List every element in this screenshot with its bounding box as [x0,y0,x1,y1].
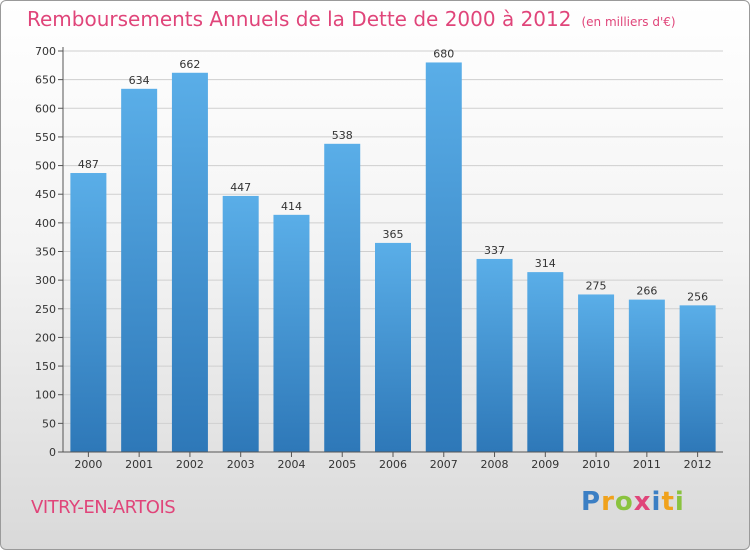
logo-letter: P [581,487,602,517]
bar-2000 [70,173,107,453]
x-tick-label: 2011 [633,458,661,471]
axes: 0 50 100 150 200 250 300 350 400 450 500 550 600 650 7… [35,45,723,471]
x-tick-label: 2012 [684,458,712,471]
x-tick-label: 2002 [176,458,204,471]
data-label: 414 [281,200,302,213]
y-tick-label: 400 [35,217,56,230]
data-label: 634 [129,74,150,87]
data-label: 538 [332,129,353,142]
y-tick-label: 200 [35,331,56,344]
bar-2008 [476,258,513,452]
x-tick-label: 2009 [531,458,559,471]
y-tick-label: 350 [35,246,56,259]
y-tick-label: 600 [35,102,56,115]
x-tick-label: 2007 [430,458,458,471]
x-tick-label: 2010 [582,458,610,471]
logo-letter: r [601,487,615,517]
bar-2003 [222,195,259,452]
bar-2002 [171,72,208,453]
y-tick-label: 550 [35,131,56,144]
location-name: VITRY-EN-ARTOIS [31,497,176,518]
bar-2005 [324,143,361,452]
bar-2007 [425,62,462,452]
y-tick-label: 500 [35,160,56,173]
x-tick-label: 2001 [125,458,153,471]
y-tick-label: 300 [35,274,56,287]
logo-letter: x [633,487,652,517]
bar-2011 [628,299,665,452]
bar-2010 [578,294,615,452]
y-tick-label: 450 [35,188,56,201]
x-tick-label: 2003 [227,458,255,471]
x-tick-label: 2008 [481,458,509,471]
y-tick-label: 100 [35,389,56,402]
y-tick-label: 700 [35,45,56,58]
bars: 487 634 662 447 414 538 365 680 337 314 275 266 256 [70,47,716,453]
y-tick-label: 250 [35,303,56,316]
data-label: 275 [586,279,607,292]
data-label: 662 [179,58,200,71]
logo-letter: i [651,487,662,517]
bar-2004 [273,214,310,452]
bar-2009 [527,272,564,452]
bar-2006 [375,242,411,452]
x-tick-label: 2006 [379,458,407,471]
bar-2001 [121,88,158,453]
y-tick-label: 650 [35,74,56,87]
chart-subtitle: (en milliers d'€) [581,15,676,29]
x-tick-label: 2005 [328,458,356,471]
data-label: 256 [687,290,708,303]
logo-letter: t [661,487,675,517]
x-tick-label: 2000 [74,458,102,471]
y-tick-label: 150 [35,360,56,373]
x-tick-label: 2004 [277,458,305,471]
bar-2012 [679,305,716,452]
y-tick-label: 0 [49,446,56,459]
chart-title: Remboursements Annuels de la Dette de 20… [27,7,676,31]
data-label: 447 [230,181,251,194]
data-label: 314 [535,257,556,270]
logo-letter: o [614,487,634,517]
data-label: 266 [636,285,657,298]
chart-title-text: Remboursements Annuels de la Dette de 20… [27,7,572,31]
data-label: 487 [78,158,99,171]
proxiti-logo: Proxiti [581,487,685,517]
data-label: 680 [433,47,454,60]
data-label: 365 [383,228,404,241]
y-tick-label: 50 [42,417,56,430]
data-label: 337 [484,244,505,257]
logo-letter: i [674,487,685,517]
